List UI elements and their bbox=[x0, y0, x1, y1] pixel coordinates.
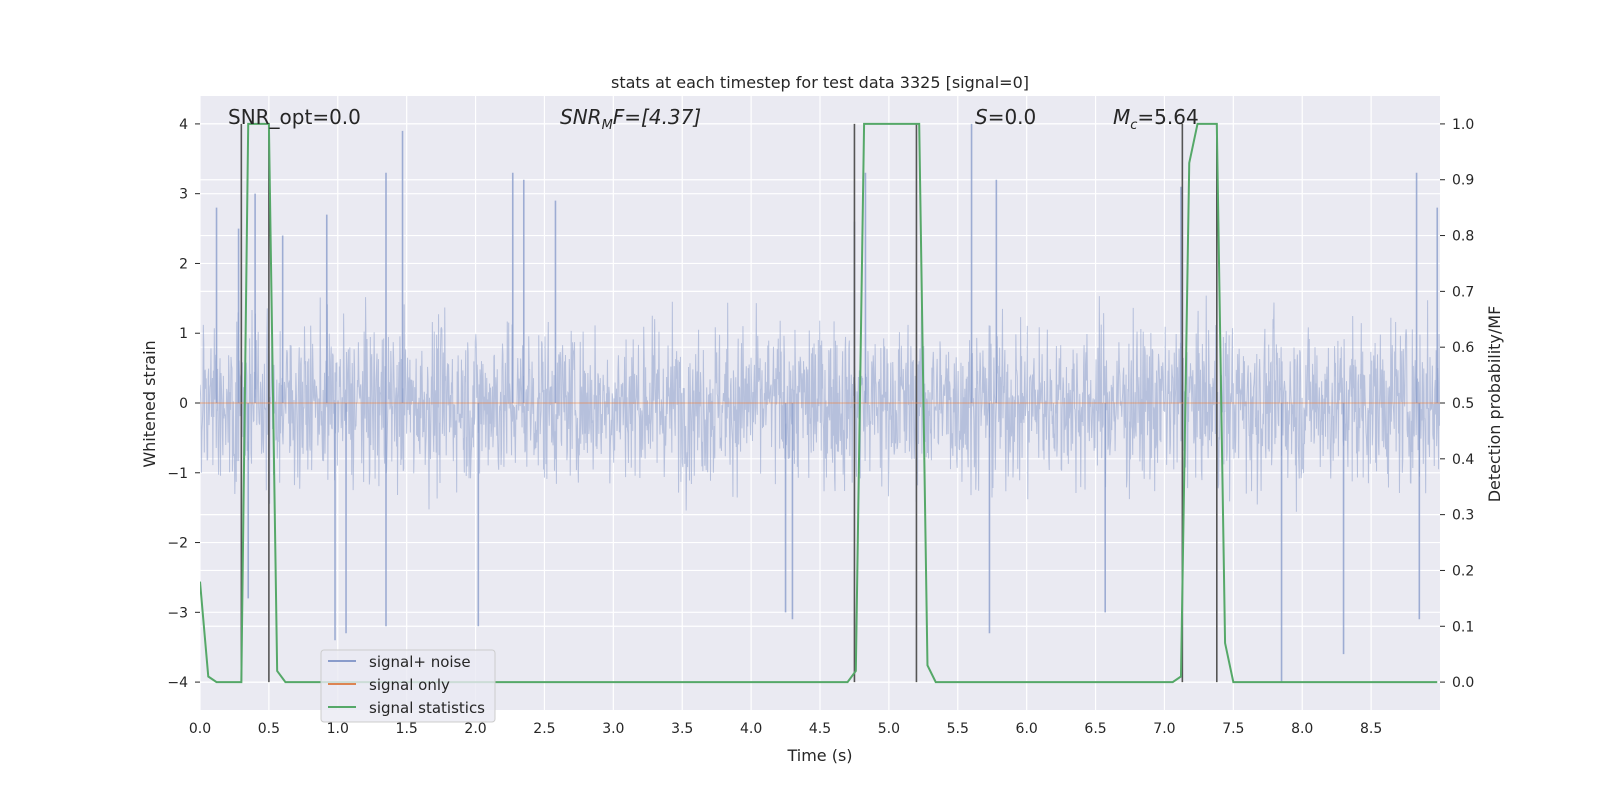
snr-mf-subscript: M bbox=[602, 118, 613, 133]
s-suffix: =0.0 bbox=[988, 105, 1037, 129]
legend: signal+ noise signal only signal statist… bbox=[320, 649, 496, 723]
x-tick-label: 0.5 bbox=[258, 721, 280, 737]
signal-statistics-series bbox=[200, 122, 1438, 684]
y-left-tick-label: −2 bbox=[167, 536, 188, 552]
x-axis-ticks: 0.0 0.5 1.0 1.5 2.0 2.5 3.0 3.5 4.0 4.5 5.0 5.5 6.0 6… bbox=[189, 721, 1382, 737]
x-tick-label: 8.5 bbox=[1360, 721, 1382, 737]
snr-mf-suffix: F=[4.37] bbox=[613, 105, 701, 129]
mc-subscript: c bbox=[1130, 118, 1137, 133]
x-tick-label: 4.0 bbox=[740, 721, 762, 737]
x-tick-label: 5.0 bbox=[878, 721, 900, 737]
x-tick-label: 6.5 bbox=[1084, 721, 1106, 737]
signal-statistics-line bbox=[200, 122, 1438, 684]
y-left-tick-label: −1 bbox=[167, 466, 188, 482]
y-left-tick-label: −4 bbox=[167, 675, 188, 691]
y-right-tick-label: 0.2 bbox=[1452, 563, 1474, 579]
legend-label-signal: signal only bbox=[369, 676, 450, 694]
y-right-tick-label: 0.1 bbox=[1452, 619, 1474, 635]
y-right-tick-label: 0.6 bbox=[1452, 340, 1474, 356]
y-right-tick-label: 0.0 bbox=[1452, 675, 1474, 691]
legend-label-stats: signal statistics bbox=[369, 699, 485, 717]
s-prefix: S bbox=[975, 105, 988, 129]
x-tick-label: 4.5 bbox=[809, 721, 831, 737]
x-tick-label: 0.0 bbox=[189, 721, 211, 737]
y-right-tick-label: 0.9 bbox=[1452, 173, 1474, 189]
y-left-tick-label: 1 bbox=[179, 326, 188, 342]
x-tick-label: 3.5 bbox=[671, 721, 693, 737]
noise-trace bbox=[200, 295, 1440, 512]
chart-title: stats at each timestep for test data 332… bbox=[611, 73, 1029, 92]
snr-mf-annotation: SNRMF=[4.37] bbox=[560, 105, 701, 133]
mc-annotation: Mc=5.64 bbox=[1113, 105, 1199, 133]
y-right-tick-label: 0.8 bbox=[1452, 229, 1474, 245]
mc-suffix: =5.64 bbox=[1137, 105, 1198, 129]
y-left-tick-label: 0 bbox=[179, 396, 188, 412]
y-left-tick-label: 3 bbox=[179, 187, 188, 203]
x-tick-label: 1.0 bbox=[327, 721, 349, 737]
y-right-tick-label: 1.0 bbox=[1452, 117, 1474, 133]
y-left-tick-label: 2 bbox=[179, 256, 188, 272]
y-left-tick-label: 4 bbox=[179, 117, 188, 133]
legend-box bbox=[320, 649, 496, 723]
y-axis-right-label: Detection probability/MF bbox=[1485, 306, 1504, 503]
snr-opt-annotation: SNR_opt=0.0 bbox=[228, 105, 361, 129]
x-tick-label: 5.5 bbox=[947, 721, 969, 737]
x-tick-label: 7.0 bbox=[1153, 721, 1175, 737]
x-tick-label: 2.0 bbox=[464, 721, 486, 737]
y-axis-right-ticks: 0.0 0.1 0.2 0.3 0.4 0.5 0.6 0.7 0.8 0.9 1.0 bbox=[1440, 117, 1474, 691]
x-tick-label: 2.5 bbox=[533, 721, 555, 737]
y-right-tick-label: 0.5 bbox=[1452, 396, 1474, 412]
mc-prefix: M bbox=[1113, 105, 1130, 129]
x-tick-label: 8.0 bbox=[1291, 721, 1313, 737]
y-left-tick-label: −3 bbox=[167, 605, 188, 621]
noise-series bbox=[200, 123, 1440, 683]
x-tick-label: 3.0 bbox=[602, 721, 624, 737]
y-axis-left-ticks: −4 −3 −2 −1 0 1 2 3 4 bbox=[167, 117, 200, 691]
x-tick-label: 6.0 bbox=[1016, 721, 1038, 737]
y-right-tick-label: 0.7 bbox=[1452, 284, 1474, 300]
x-tick-label: 1.5 bbox=[396, 721, 418, 737]
s-annotation: S=0.0 bbox=[975, 105, 1036, 129]
x-tick-label: 7.5 bbox=[1222, 721, 1244, 737]
y-axis-left-label: Whitened strain bbox=[140, 340, 159, 467]
x-axis-label: Time (s) bbox=[786, 746, 852, 765]
snr-mf-prefix: SNR bbox=[560, 105, 602, 129]
legend-label-noise: signal+ noise bbox=[369, 653, 471, 671]
y-right-tick-label: 0.4 bbox=[1452, 452, 1474, 468]
y-right-tick-label: 0.3 bbox=[1452, 508, 1474, 524]
